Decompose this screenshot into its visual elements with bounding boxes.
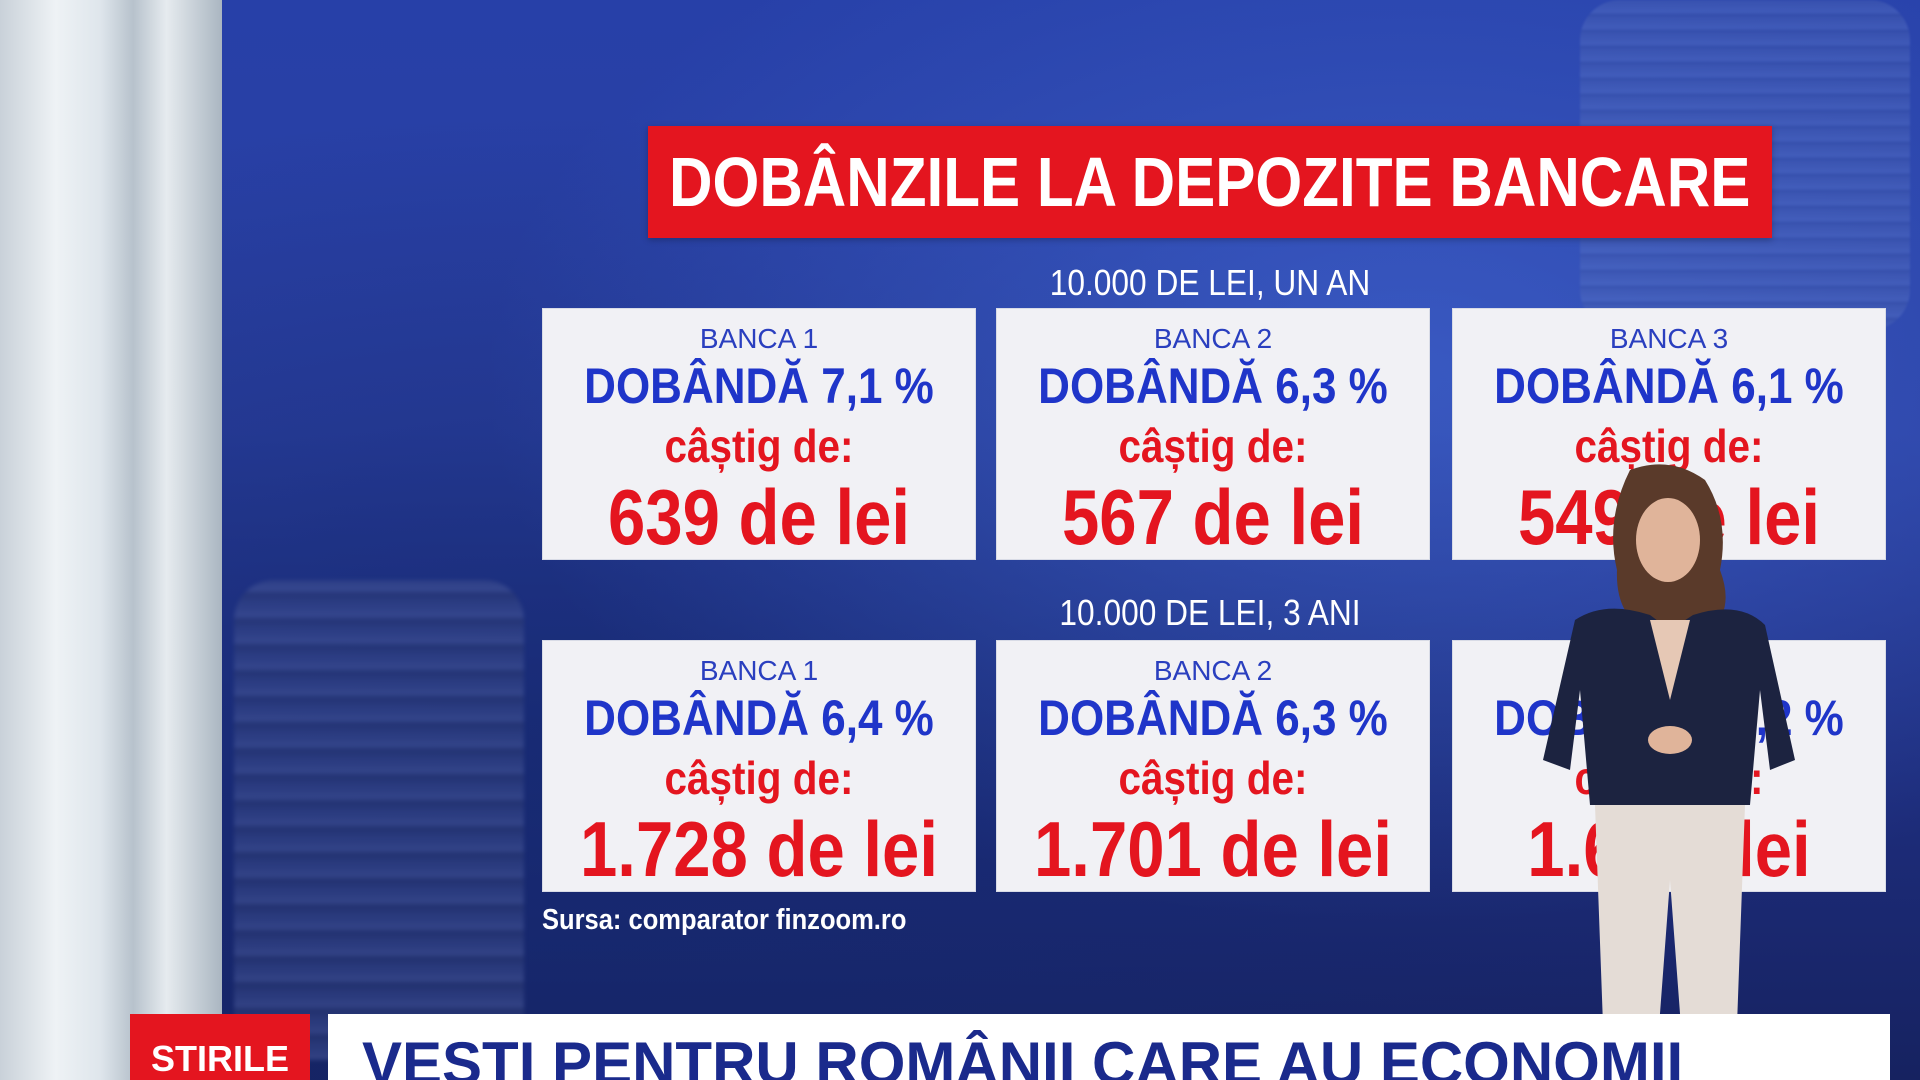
bank-name: BANCA 1 [699,323,819,354]
headline-banner: DOBÂNZILE LA DEPOZITE BANCARE [648,126,1772,238]
gain-label: câștig de: [1118,420,1308,472]
interest-rate: DOBÂNDĂ 6,3 % [1038,358,1388,414]
presenter-figure [1543,464,1795,1080]
interest-rate: DOBÂNDĂ 6,4 % [584,690,934,746]
source-caption: Sursa: comparator finzoom.ro [542,904,907,936]
bank-card: BANCA 1 DOBÂNDĂ 7,1 % câștig de: 639 de … [542,308,976,560]
bank-card: BANCA 2 DOBÂNDĂ 6,3 % câștig de: 1.701 d… [996,640,1430,892]
studio-wall [0,0,222,1080]
gain-label: câștig de: [1118,752,1308,804]
bank-card: BANCA 3 DOBÂNDĂ 6,1 % câștig de: 549 de … [1452,308,1886,560]
section-subtitle-one-year: 10.000 DE LEI, UN AN [1049,262,1371,303]
bank-name: BANCA 1 [699,655,819,686]
bank-card: BANCA 2 DOBÂNDĂ 6,3 % câștig de: 567 de … [996,308,1430,560]
gain-amount: 1.701 de lei [1033,805,1393,893]
coin-stack-left [234,580,524,1060]
bank-name: BANCA 2 [1153,323,1273,354]
bank-name: BANCA 3 [1609,323,1729,354]
gain-label: câștig de: [664,752,854,804]
gain-amount: 639 de lei [607,473,911,561]
interest-rate: DOBÂNDĂ 6,3 % [1038,690,1388,746]
ticker-headline: VESTI PENTRU ROMÂNII CARE AU ECONOMII [328,1014,1890,1080]
channel-brand: STIRILE [130,1014,310,1080]
gain-label: câștig de: [1574,420,1764,472]
gain-amount: 567 de lei [1061,473,1365,561]
gain-label: câștig de: [664,420,854,472]
bank-name: BANCA 2 [1153,655,1273,686]
interest-rate: DOBÂNDĂ 7,1 % [584,358,934,414]
interest-rate: DOBÂNDĂ 6,1 % [1494,358,1844,414]
news-ticker: STIRILE VESTI PENTRU ROMÂNII CARE AU ECO… [0,1014,1920,1080]
section-subtitle-three-years: 10.000 DE LEI, 3 ANI [1059,592,1361,633]
headline-text: DOBÂNZILE LA DEPOZITE BANCARE [669,143,1751,221]
bank-card: BANCA 1 DOBÂNDĂ 6,4 % câștig de: 1.728 d… [542,640,976,892]
gain-amount: 1.728 de lei [579,805,939,893]
